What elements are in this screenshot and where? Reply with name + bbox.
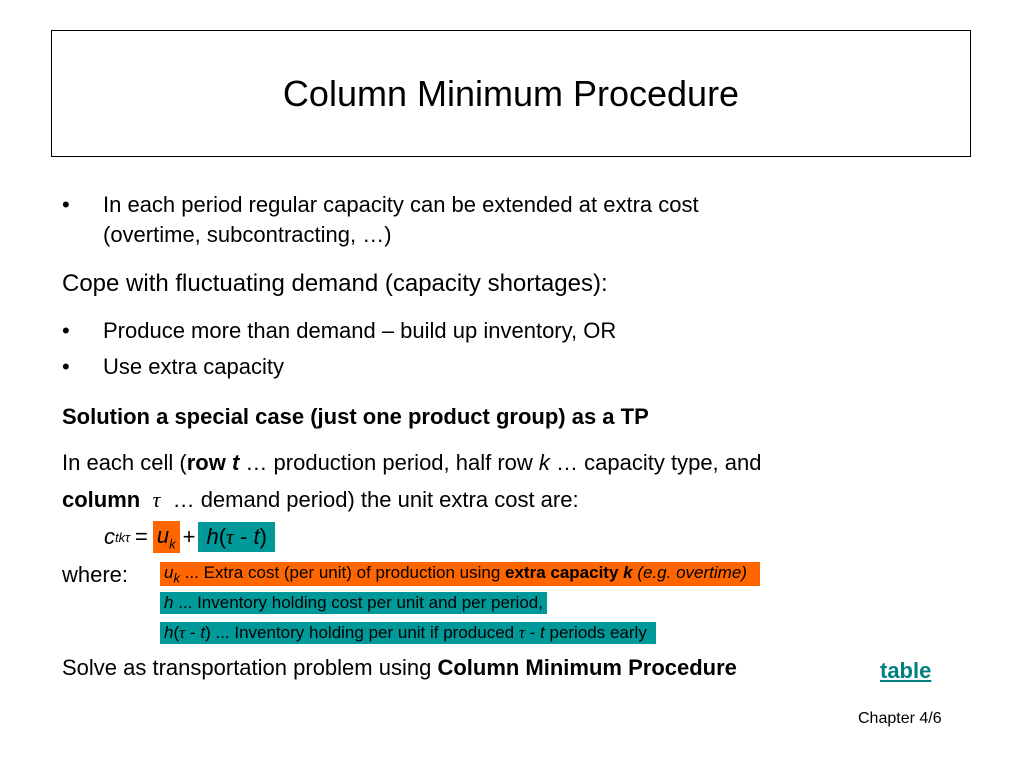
formula-h-t: t — [253, 524, 260, 549]
formula-h-term: h(τ - t) — [198, 522, 275, 552]
formula-u: u — [156, 522, 170, 548]
note3-close: ) — [205, 623, 211, 642]
formula-c-sub: tkτ — [115, 529, 130, 545]
note3-open: ( — [173, 623, 180, 642]
cell-line1-rest: … production period, half row — [239, 450, 539, 475]
slide-title: Column Minimum Procedure — [282, 72, 740, 114]
formula-h: h — [206, 524, 219, 549]
table-link[interactable]: table — [880, 658, 932, 683]
row-symbol-t: t — [231, 450, 240, 475]
cell-line1-prefix: In each cell ( — [62, 450, 187, 475]
solve-bold: Column Minimum Procedure — [437, 655, 737, 680]
solve-line: Solve as transportation problem using Co… — [62, 655, 737, 681]
note3-t2: t — [540, 623, 545, 642]
note2-text: ... Inventory holding cost per unit and … — [173, 593, 543, 612]
symbol-tau: τ — [152, 487, 161, 512]
bullet1-line1: In each period regular capacity can be e… — [103, 192, 699, 217]
solve-prefix: Solve as transportation problem using — [62, 655, 438, 680]
bullet3: Use extra capacity — [103, 354, 284, 379]
formula-h-minus: - — [233, 524, 254, 549]
formula-u-sub: k — [169, 536, 176, 552]
formula-h-open: ( — [218, 524, 227, 549]
note3-text: ... Inventory holding per unit if produc… — [210, 623, 519, 642]
bullet-marker: • — [62, 318, 70, 343]
note1-bold-k: k — [623, 563, 633, 582]
cell-line1-rest2: … capacity type, and — [549, 450, 762, 475]
cell-description-line2: column τ … demand period) the unit extra… — [62, 487, 579, 513]
cost-formula: c tkτ = uk + h(τ - t) — [104, 520, 275, 554]
where-label: where: — [62, 562, 129, 587]
solution-heading: Solution a special case (just one produc… — [62, 404, 649, 429]
note1-text: ... Extra cost (per unit) of production … — [179, 563, 506, 582]
bullet-marker: • — [62, 354, 70, 379]
note-holding-early: h(τ - t) ... Inventory holding per unit … — [160, 622, 656, 644]
note1-u: u — [164, 563, 174, 582]
formula-h-tau: τ — [226, 524, 234, 549]
formula-c: c — [104, 524, 115, 549]
symbol-k: k — [538, 450, 550, 475]
note3-tau2: τ — [518, 623, 525, 642]
note3-minus2: - — [524, 623, 541, 642]
note1-u-sub: k — [173, 570, 180, 586]
note2-h: h — [164, 593, 174, 612]
note3-h: h — [164, 623, 174, 642]
title-box: Column Minimum Procedure — [51, 30, 971, 157]
note3-tail: periods early — [544, 623, 647, 642]
note1-bold: extra capacity — [505, 563, 624, 582]
row-word: row — [186, 450, 226, 475]
note-holding-cost: h ... Inventory holding cost per unit an… — [160, 592, 547, 614]
formula-u-term: uk — [152, 520, 180, 554]
bullet-marker: • — [62, 192, 70, 217]
note-extra-cost: uk ... Extra cost (per unit) of producti… — [160, 562, 761, 587]
note3-t: t — [200, 623, 206, 642]
note3-minus: - — [185, 623, 201, 642]
cell-line2-rest: … demand period) the unit extra cost are… — [166, 487, 579, 512]
chapter-footer: Chapter 4/6 — [858, 710, 942, 727]
note3-tau: τ — [179, 623, 186, 642]
formula-equals: = — [134, 524, 148, 549]
formula-plus: + — [182, 524, 196, 549]
bullet2: Produce more than demand – build up inve… — [103, 318, 617, 343]
formula-h-close: ) — [259, 524, 267, 549]
bullet1-line2: (overtime, subcontracting, …) — [103, 222, 392, 247]
column-word: column — [62, 487, 141, 512]
note1-tail: (e.g. overtime) — [632, 563, 747, 582]
cell-description-line1: In each cell (row t … production period,… — [62, 450, 761, 476]
subheading: Cope with fluctuating demand (capacity s… — [62, 270, 608, 297]
